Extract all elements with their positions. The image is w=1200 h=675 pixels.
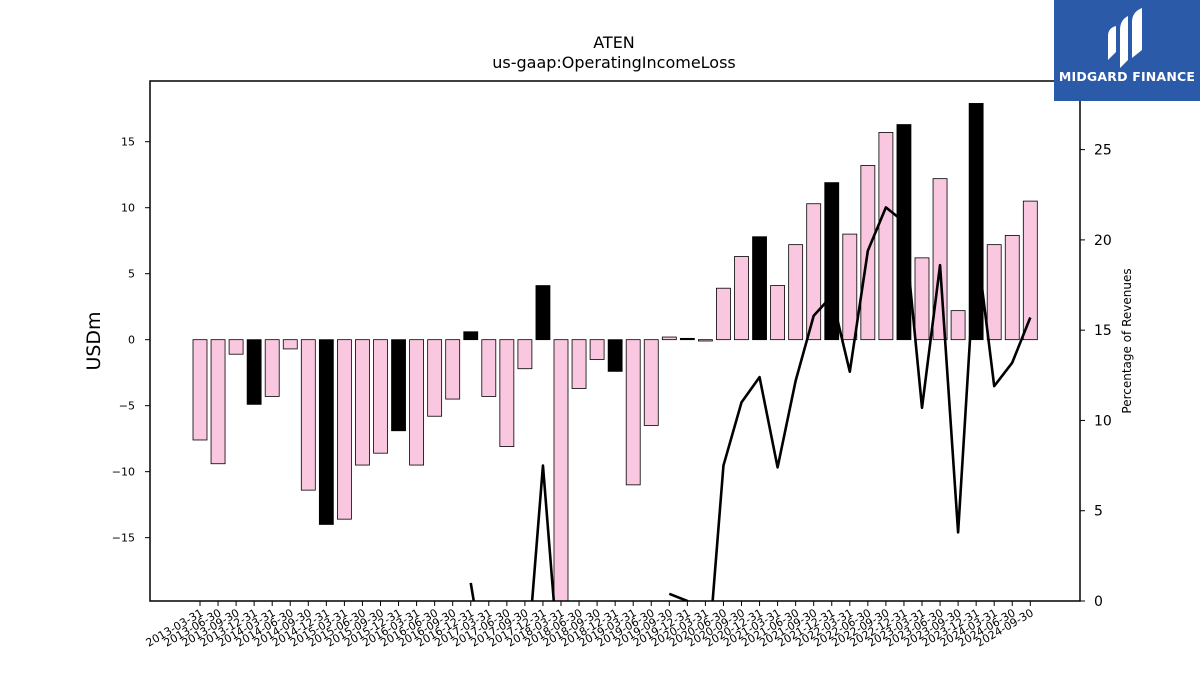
bar-2015-09-30 bbox=[373, 339, 388, 454]
brand-name: MIDGARD FINANCE bbox=[1058, 69, 1196, 84]
pct-revenue-line-1 bbox=[668, 206, 1032, 601]
bar-2016-12-31 bbox=[463, 331, 479, 341]
chart-title: ATEN bbox=[593, 33, 635, 52]
brand-logo: MIDGARD FINANCE bbox=[1054, 0, 1200, 101]
bar-2017-06-30 bbox=[499, 339, 515, 447]
bar-2018-09-30 bbox=[589, 339, 605, 360]
bar-2015-12-31 bbox=[391, 339, 406, 432]
y-tick-label: 0 bbox=[128, 334, 135, 347]
y-tick-label: 10 bbox=[121, 202, 135, 215]
y2-tick-label: 25 bbox=[1094, 143, 1112, 159]
bar-2022-09-30 bbox=[878, 132, 894, 341]
bar-2016-09-30 bbox=[445, 339, 461, 400]
bar-2015-06-30 bbox=[355, 339, 370, 466]
bar-2014-12-31 bbox=[318, 339, 334, 525]
y2-axis: 0 5 10 15 20 25 bbox=[1080, 143, 1112, 610]
pct-revenue-line-0 bbox=[469, 464, 556, 601]
bar-2013-03-31 bbox=[192, 339, 208, 441]
bar-2023-09-30 bbox=[950, 310, 966, 341]
bar-2015-03-31 bbox=[336, 339, 352, 520]
bar-2021-06-30 bbox=[788, 244, 804, 341]
bar-2013-12-31 bbox=[246, 339, 262, 405]
bar-2019-06-30 bbox=[643, 339, 659, 426]
bar-2013-09-30 bbox=[228, 339, 244, 355]
y-tick-label: 15 bbox=[121, 136, 135, 149]
bar-2017-12-31 bbox=[535, 285, 551, 341]
y2-tick-label: 10 bbox=[1094, 413, 1112, 429]
bar-2019-09-30 bbox=[661, 336, 677, 341]
bar-2020-12-31 bbox=[752, 236, 767, 341]
y2-tick-label: 20 bbox=[1094, 233, 1112, 249]
bar-2020-03-31 bbox=[698, 339, 713, 342]
y2-tick-label: 5 bbox=[1094, 504, 1103, 520]
bar-2014-09-30 bbox=[300, 339, 316, 491]
bar-2020-06-30 bbox=[716, 287, 731, 341]
chart-subtitle: us-gaap:OperatingIncomeLoss bbox=[492, 53, 736, 72]
bar-2016-03-31 bbox=[409, 339, 425, 466]
bar-2017-03-31 bbox=[481, 339, 497, 397]
line-group bbox=[469, 206, 1032, 601]
x-axis: 2013-03-312013-06-302013-09-302013-12-31… bbox=[144, 601, 1036, 650]
bar-2016-06-30 bbox=[427, 339, 443, 417]
bar-2019-12-31 bbox=[679, 337, 695, 341]
y-tick-label: −10 bbox=[112, 466, 135, 479]
bar-2023-06-30 bbox=[932, 178, 948, 341]
y-tick-label: −15 bbox=[112, 532, 135, 545]
bar-2013-06-30 bbox=[210, 339, 226, 465]
y2-tick-label: 0 bbox=[1094, 594, 1103, 610]
y2-tick-label: 15 bbox=[1094, 323, 1112, 339]
bar-2018-03-31 bbox=[553, 339, 569, 602]
bar-2024-09-30 bbox=[1022, 200, 1038, 341]
bar-2024-06-30 bbox=[1004, 235, 1020, 341]
bars-group bbox=[192, 103, 1038, 602]
y-axis: −15 −10 −5 0 5 10 15 bbox=[112, 136, 150, 545]
bar-2021-09-30 bbox=[806, 203, 822, 341]
bar-2014-03-31 bbox=[264, 339, 280, 397]
y-tick-label: 5 bbox=[128, 268, 135, 281]
midgard-logo-icon bbox=[1108, 8, 1142, 68]
bar-2020-09-30 bbox=[734, 256, 749, 341]
y2-axis-label: Percentage of Revenues bbox=[1120, 268, 1134, 413]
bar-2018-06-30 bbox=[571, 339, 587, 389]
bar-2018-12-31 bbox=[607, 339, 623, 372]
bar-2019-03-31 bbox=[625, 339, 641, 486]
y-axis-label: USDm bbox=[83, 311, 105, 370]
bar-2021-03-31 bbox=[770, 285, 785, 341]
bar-2024-03-31 bbox=[986, 244, 1002, 341]
bar-2017-09-30 bbox=[517, 339, 533, 370]
bar-2014-06-30 bbox=[282, 339, 298, 350]
y-tick-label: −5 bbox=[119, 400, 135, 413]
bar-2023-03-31 bbox=[914, 257, 930, 341]
bar-2022-03-31 bbox=[842, 233, 858, 341]
